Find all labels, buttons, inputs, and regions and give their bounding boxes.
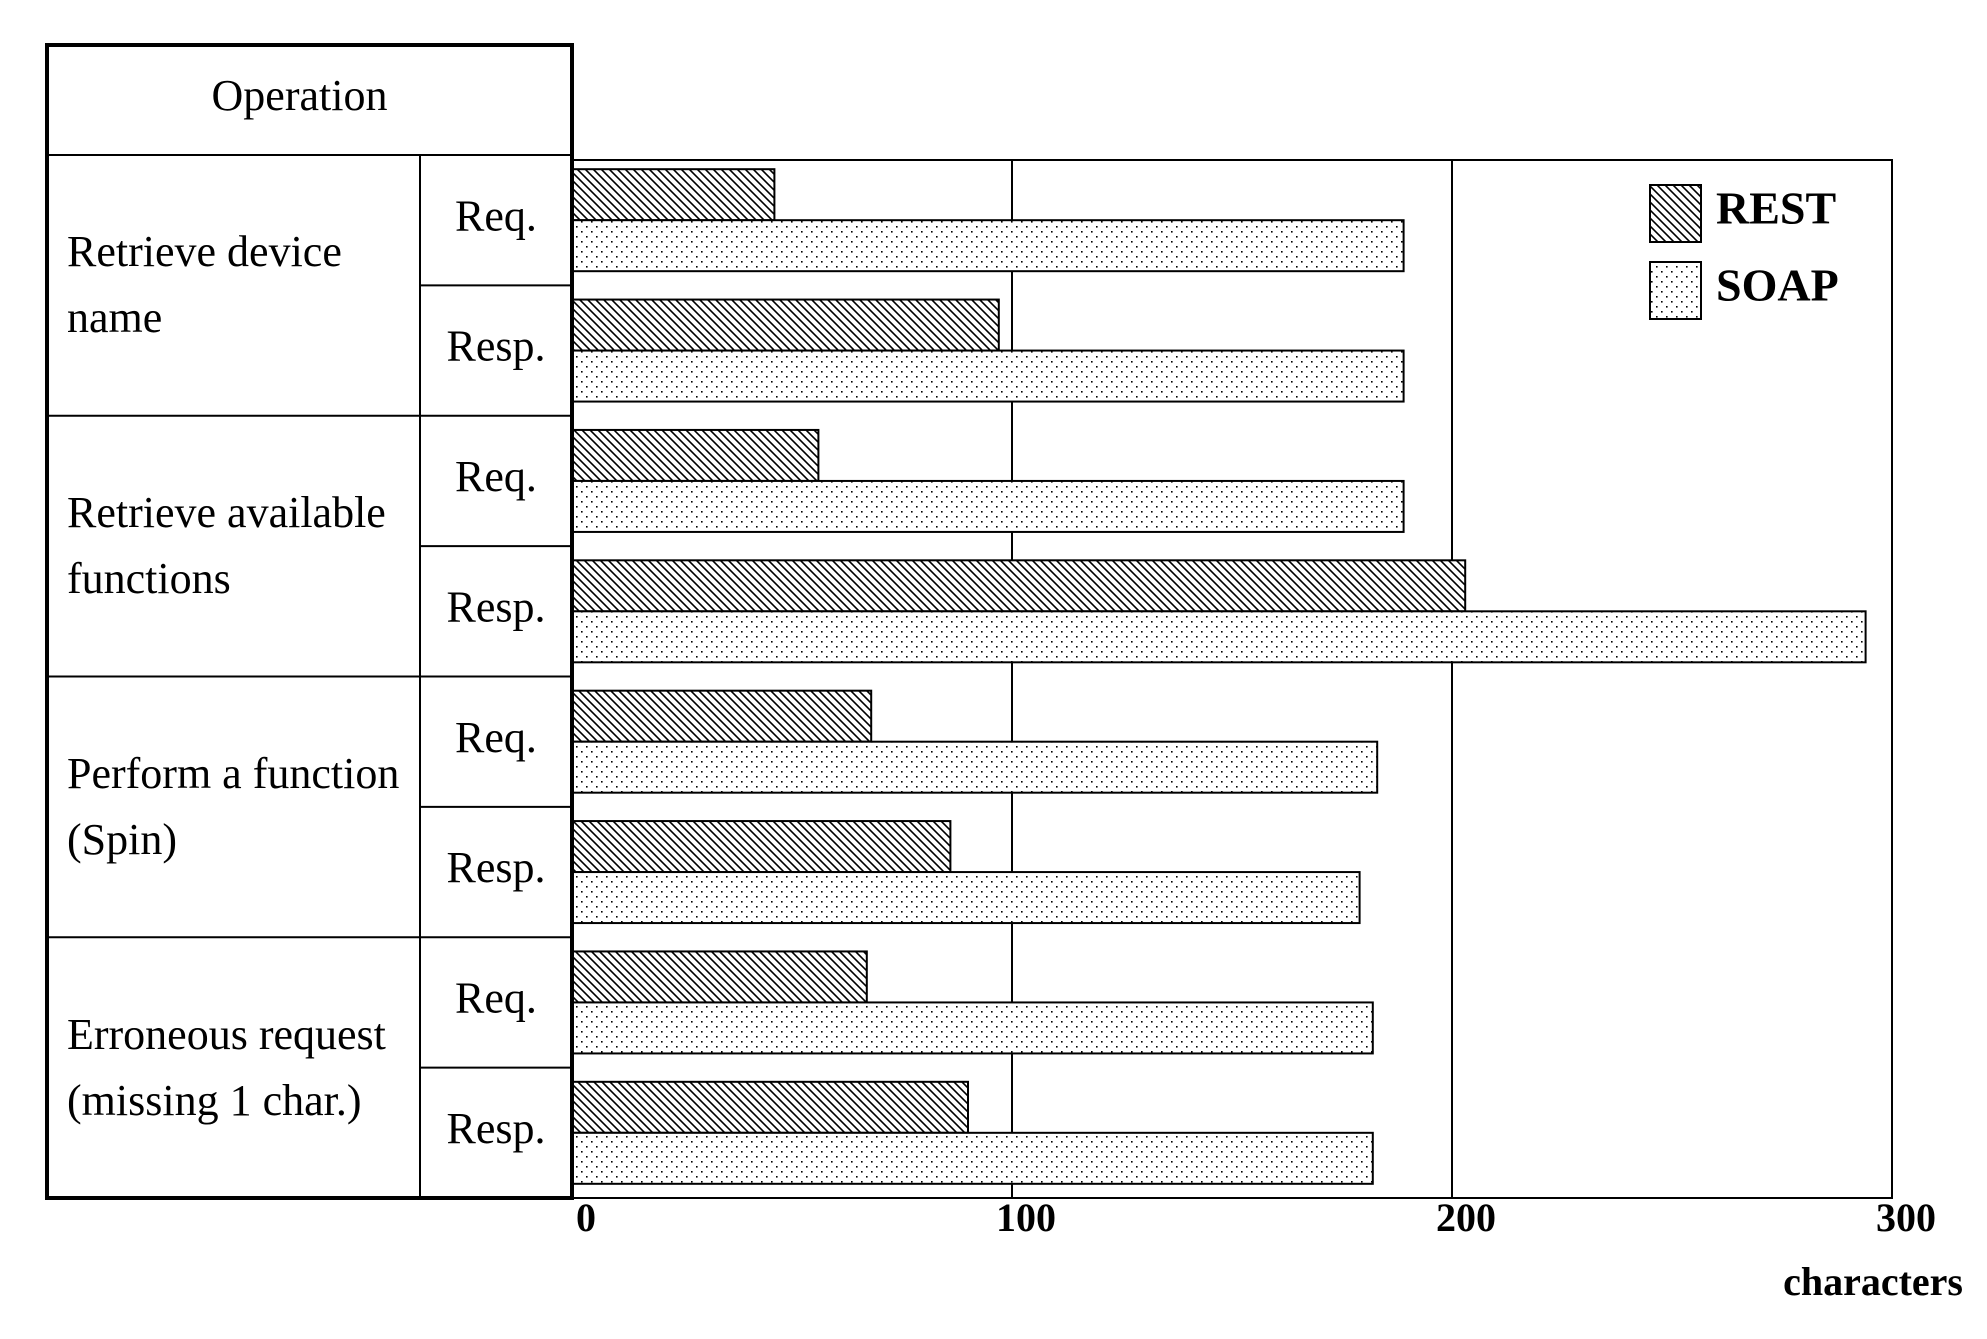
row-label: Resp. xyxy=(447,322,546,371)
legend-swatch xyxy=(1649,184,1702,243)
x-tick-label: 0 xyxy=(576,1195,596,1240)
bar xyxy=(571,1080,969,1134)
bar xyxy=(571,168,776,222)
group-cell: Erroneous request (missing 1 char.) xyxy=(67,1009,386,1125)
bar xyxy=(571,349,1405,403)
bar xyxy=(571,298,1000,352)
bar xyxy=(571,871,1361,925)
group-cell: Retrieve device name xyxy=(67,227,342,343)
row-label: Req. xyxy=(455,713,537,762)
row-label: Resp. xyxy=(447,1104,546,1153)
row-label: Resp. xyxy=(447,843,546,892)
group-label: Retrieve device name xyxy=(67,227,342,343)
group-label: Retrieve available functions xyxy=(67,488,386,604)
group-label: Perform a function (Spin) xyxy=(67,748,400,864)
x-tick-label: 100 xyxy=(996,1195,1056,1240)
bar xyxy=(571,559,1467,613)
bar xyxy=(571,1001,1374,1055)
legend-label: SOAP xyxy=(1716,260,1839,311)
bar xyxy=(571,820,952,874)
group-cell: Retrieve available functions xyxy=(67,488,386,604)
bar xyxy=(571,428,820,482)
row-label: Req. xyxy=(455,974,537,1023)
table-frame xyxy=(45,43,574,1200)
row-label: Req. xyxy=(455,191,537,240)
legend-swatch xyxy=(1649,261,1702,320)
bar xyxy=(571,689,873,743)
bar xyxy=(571,740,1379,794)
group-label: Erroneous request (missing 1 char.) xyxy=(67,1009,386,1125)
x-axis-label: characters xyxy=(1783,1259,1963,1304)
group-cell: Perform a function (Spin) xyxy=(67,748,400,864)
legend-label: REST xyxy=(1716,183,1836,234)
bar xyxy=(571,610,1867,664)
bar xyxy=(571,950,868,1004)
x-tick-label: 300 xyxy=(1876,1195,1936,1240)
row-label: Resp. xyxy=(447,582,546,631)
row-label: Req. xyxy=(455,452,537,501)
bar xyxy=(571,1131,1374,1185)
bar xyxy=(571,219,1405,273)
x-tick-label: 200 xyxy=(1436,1195,1496,1240)
table-header: Operation xyxy=(212,71,388,120)
bar xyxy=(571,479,1405,533)
